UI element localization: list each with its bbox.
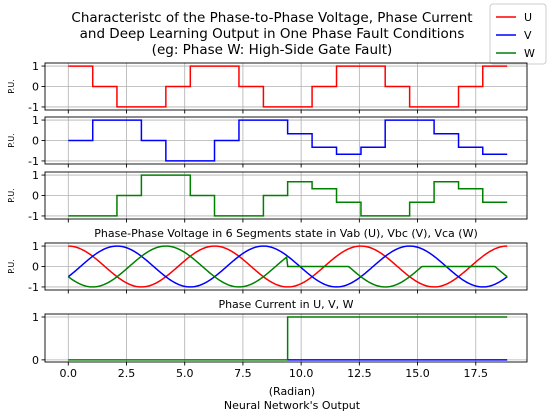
chart-title-line-2: and Deep Learning Output in One Phase Fa… [80,26,465,42]
y-axis-label-3: P.U. [7,188,16,203]
y-tick-label-3-0: -1 [28,210,39,223]
x-tick-label-2: 5.0 [176,367,194,380]
x-tick-label-7: 17.5 [464,367,489,380]
y-tick-label-4-0: -1 [28,281,39,294]
y-axis-label-4: P.U. [7,259,16,274]
axes-frame-5 [44,313,528,363]
panels: -1 0 1 P.U. -1 0 1 P.U. -1 0 1 P.U. -1 0 1 P.U. Phase-Ph… [7,60,528,380]
panel-1: -1 0 1 P.U. [7,60,528,114]
series-w-panel-3 [68,174,508,217]
panel-4: -1 0 1 P.U. Phase-Phase Voltage in 6 Segment… [7,227,528,294]
x-axis-label: (Radian) [269,385,315,398]
series-w-panel-5 [68,316,508,361]
legend-label-u: U [524,11,532,24]
x-tick-label-3: 7.5 [234,367,252,380]
chart-title-line-3: (eg: Phase W: High-Side Gate Fault) [152,42,393,58]
y-tick-label-3-1: 0 [32,190,39,203]
x-tick-label-1: 2.5 [118,367,136,380]
panel-title-4: Phase-Phase Voltage in 6 Segments state … [94,227,478,240]
y-tick-label-5-1: 1 [32,311,39,324]
panel-title-5: Phase Current in U, V, W [218,298,353,311]
y-tick-label-4-2: 1 [32,240,39,253]
y-tick-label-2-1: 0 [32,135,39,148]
chart-title: Characteristc of the Phase-to-Phase Volt… [71,10,472,58]
y-tick-label-2-0: -1 [28,155,39,168]
y-tick-label-1-2: 1 [32,60,39,73]
bottom-title: Neural Network's Output [224,399,361,412]
series-u-panel-1 [68,65,508,108]
y-tick-label-3-2: 1 [32,169,39,182]
y-tick-label-1-0: -1 [28,101,39,114]
y-tick-label-5-0: 0 [32,354,39,367]
chart-title-line-1: Characteristc of the Phase-to-Phase Volt… [71,10,472,26]
legend: U V W [489,3,547,65]
y-tick-label-2-2: 1 [32,114,39,127]
legend-label-w: W [524,47,535,60]
legend-label-v: V [524,29,532,42]
y-axis-label-1: P.U. [7,79,16,94]
series-u-panel-4 [68,245,508,288]
x-tick-label-6: 15.0 [405,367,430,380]
x-tick-label-5: 12.5 [347,367,372,380]
y-axis-label-2: P.U. [7,133,16,148]
panel-3: -1 0 1 P.U. [7,169,528,223]
x-tick-label-0: 0.0 [60,367,78,380]
x-tick-label-4: 10.0 [289,367,314,380]
panel-2: -1 0 1 P.U. [7,114,528,168]
series-v-panel-2 [68,119,508,162]
series-w-panel-4 [67,245,508,288]
y-tick-label-4-1: 0 [32,261,39,274]
y-tick-label-1-1: 0 [32,81,39,94]
legend-frame [489,3,547,65]
